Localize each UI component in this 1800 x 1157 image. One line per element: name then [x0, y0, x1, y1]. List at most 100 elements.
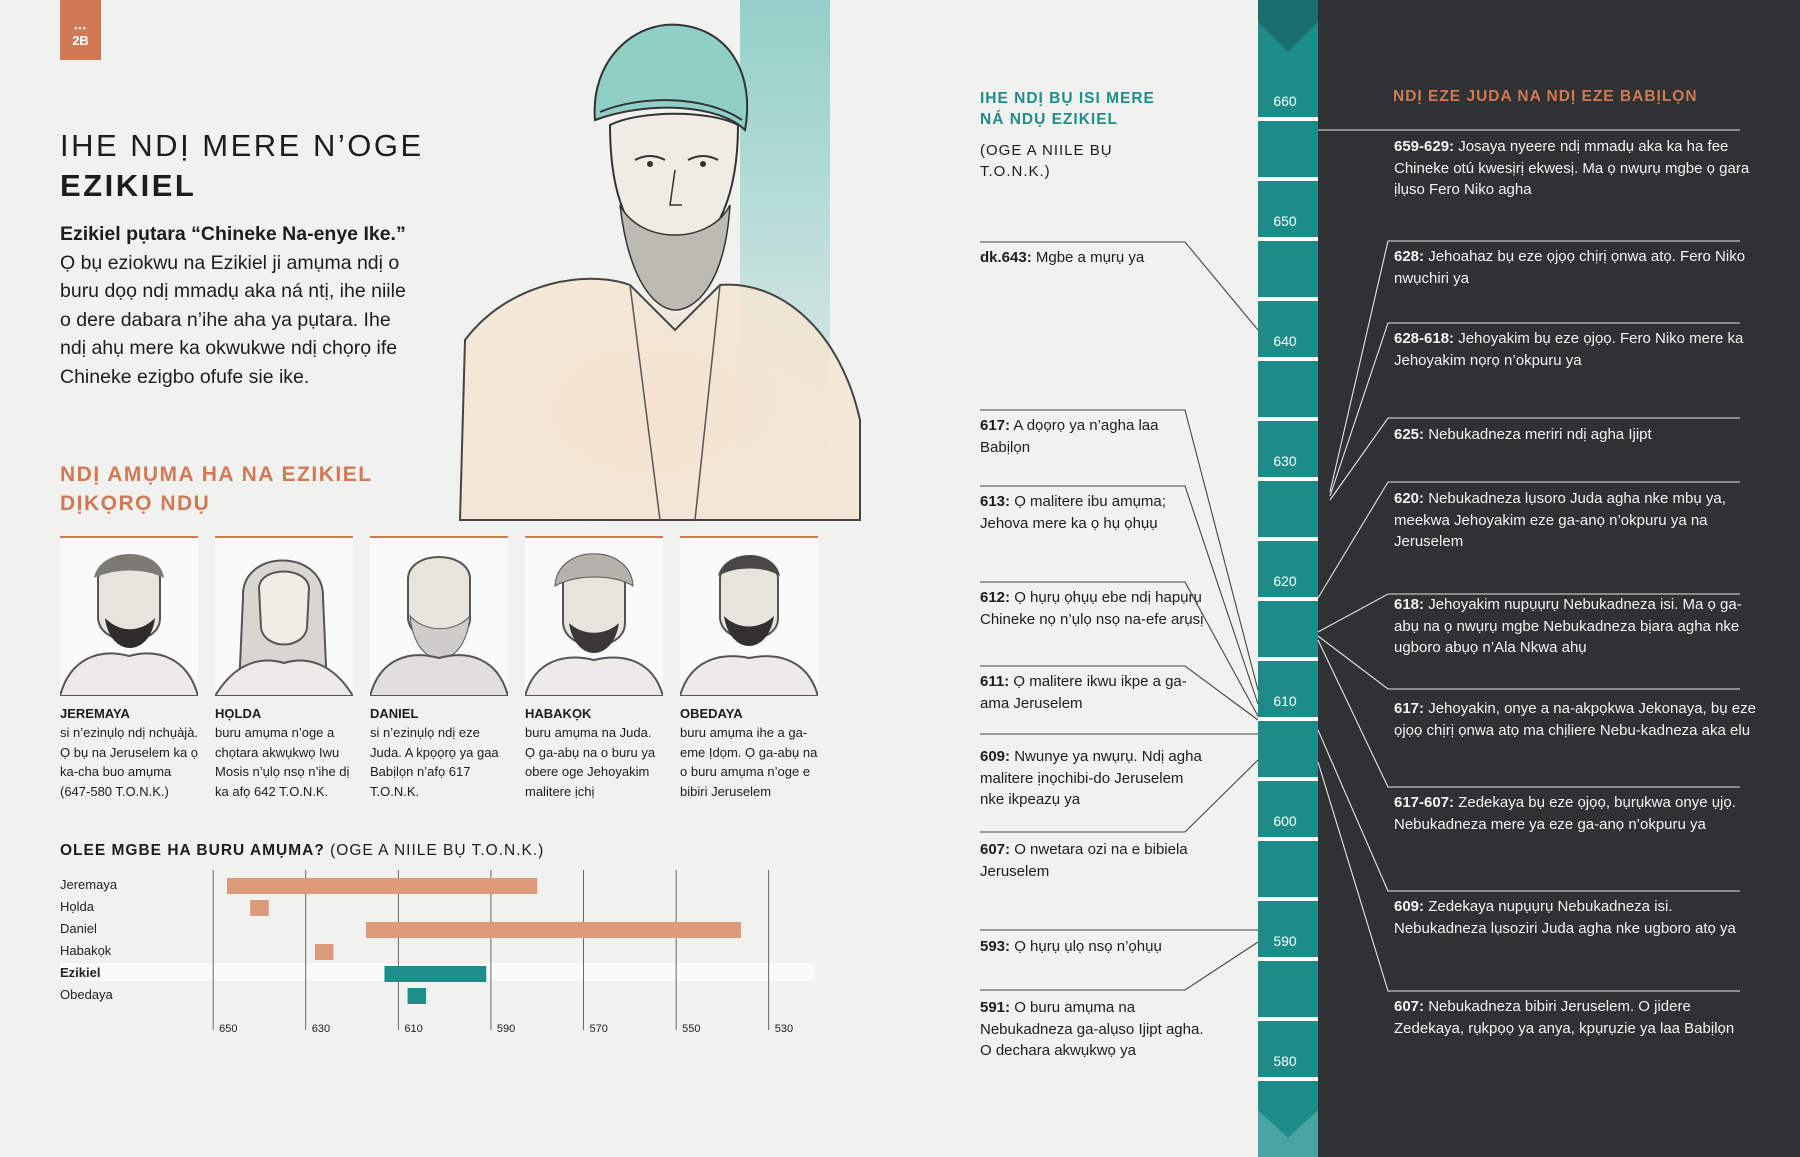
prophet-portrait [525, 536, 663, 696]
timeline-tick [1258, 657, 1318, 661]
prophet-description: buru amụma n’oge a chọtara akwụkwọ Iwu M… [215, 725, 350, 799]
prophet-portrait [215, 536, 353, 696]
timeline-tick [1258, 777, 1318, 781]
prophet-name: HABAKỌK [525, 706, 592, 721]
kings-event: 607: Nebukadneza bibiri Jeruselem. O jid… [1394, 996, 1764, 1039]
prophet-name: OBEDAYA [680, 706, 743, 721]
timeline-tick [1258, 477, 1318, 481]
timeline-bottom-chevron [1258, 1110, 1318, 1138]
prophet-description: buru amụma na Juda. Ọ ga-abụ na o buru y… [525, 725, 656, 799]
timeline-tick [1258, 1017, 1318, 1021]
ezekiel-event: 611: Ọ malitere ikwu ikpe a ga-ama Jerus… [980, 671, 1210, 714]
chart-tick-label: 610 [404, 1023, 422, 1035]
chart-title-bold: OLEE MGBE HA BURU AMỤMA? [60, 842, 325, 859]
event-date: 628-618: [1394, 330, 1455, 347]
event-date: 607: [980, 841, 1011, 858]
chart-tick-label: 570 [590, 1023, 608, 1035]
ezekiel-event: 591: O buru amụma na Nebukadneza ga-alụs… [980, 997, 1210, 1062]
intro-body: Ọ bụ eziokwu na Ezikiel ji amụma ndị o b… [60, 251, 406, 388]
timeline-tick [1258, 1077, 1318, 1081]
kings-heading: NDỊ EZE JUDA NA NDỊ EZE BABỊLỌN [1393, 88, 1698, 105]
event-text: Zedekaya bụ eze ọjọọ, bụrụkwa onye ụjọ. … [1394, 794, 1736, 833]
event-date: 609: [980, 748, 1011, 765]
chart-tick-label: 650 [219, 1023, 237, 1035]
kings-event: 625: Nebukadneza meriri ndị agha Ijipt [1394, 424, 1764, 446]
event-date: 620: [1394, 490, 1425, 507]
intro-text: Ezikiel pụtara “Chineke Na-enye Ike.” Ọ … [60, 220, 420, 391]
prophet-portrait [60, 536, 198, 696]
chart-tick-label: 530 [775, 1023, 793, 1035]
chart-bar [315, 944, 334, 960]
timeline-tick [1258, 297, 1318, 301]
kings-event: 628-618: Jehoyakim bụ eze ọjọọ. Fero Nik… [1394, 328, 1764, 371]
event-text: Josaya nyeere ndị mmadụ aka ka ha fee Ch… [1394, 138, 1750, 198]
kings-event: 659-629: Josaya nyeere ndị mmadụ aka ka … [1394, 136, 1764, 201]
timeline-year-label: 640 [1273, 333, 1297, 349]
event-date: dk.643: [980, 249, 1032, 266]
timeline-year-label: 580 [1273, 1053, 1297, 1069]
page-number-badge: ••• 2B [60, 0, 101, 60]
timeline-tick [1258, 237, 1318, 241]
timeline-tick [1258, 177, 1318, 181]
timeline-year-label: 600 [1273, 813, 1297, 829]
event-text: Jehoahaz bụ eze ọjọọ chịrị ọnwa atọ. Fer… [1394, 248, 1746, 287]
ezekiel-event: 607: O nwetara ozi na e bibiela Jerusele… [980, 839, 1210, 882]
prophet-description: buru amụma ihe a ga-eme Ịdọm. Ọ ga-abụ n… [680, 725, 818, 799]
kings-event: 618: Jehoyakim nupụụrụ Nebukadneza isi. … [1394, 594, 1764, 659]
timeline-tick [1258, 357, 1318, 361]
prophet-card: HỌLDA buru amụma n’oge a chọtara akwụkwọ… [215, 536, 355, 801]
timeline-strip-top [1258, 0, 1318, 22]
chart-category-label: Họlda [60, 899, 95, 914]
ezekiel-event: dk.643: Mgbe a mụrụ ya [980, 247, 1210, 269]
event-date: 618: [1394, 596, 1425, 613]
page-title-line1: IHE NDỊ MERE N’OGE [60, 128, 424, 163]
ezekiel-events-heading: IHE NDỊ BỤ ISI MERE NÁ NDỤ EZIKIEL [980, 90, 1155, 128]
event-text: Ọ malitere ikwu ikpe a ga-ama Jeruselem [980, 673, 1187, 712]
prophet-portrait [370, 536, 508, 696]
event-date: 607: [1394, 998, 1425, 1015]
event-text: Ọ hụrụ ọhụụ ebe ndị hapụrụ Chineke nọ n’… [980, 589, 1204, 628]
chart-category-label: Ezikiel [60, 965, 100, 980]
chart-bar [407, 988, 427, 1004]
chart-title: OLEE MGBE HA BURU AMỤMA? (OGE A NIILE BỤ… [60, 842, 544, 860]
event-date: 617-607: [1394, 794, 1455, 811]
prophecy-period-chart: 650 630 610 590 570 550 530 Jeremaya Họlda Daniel… [60, 870, 815, 1035]
prophet-name: JEREMAYA [60, 706, 130, 721]
timeline-year-label: 630 [1273, 453, 1297, 469]
timeline-strip [1258, 0, 1318, 1157]
event-date: 609: [1394, 898, 1425, 915]
event-date: 593: [980, 938, 1011, 955]
timeline-tick [1258, 837, 1318, 841]
prophet-name: DANIEL [370, 706, 419, 721]
timeline-tick [1258, 417, 1318, 421]
event-date: 612: [980, 589, 1011, 606]
event-text: Zedekaya nupụụrụ Nebukadneza isi. Nebuka… [1394, 898, 1736, 937]
event-date: 625: [1394, 426, 1425, 443]
chart-tick-label: 630 [312, 1023, 330, 1035]
timeline-year-label: 650 [1273, 213, 1297, 229]
chart-bar [227, 878, 538, 894]
kings-event: 609: Zedekaya nupụụrụ Nebukadneza isi. N… [1394, 896, 1764, 939]
timeline-year-label: 590 [1273, 933, 1297, 949]
prophet-card: OBEDAYA buru amụma ihe a ga-eme Ịdọm. Ọ … [680, 536, 820, 801]
timeline-tick [1258, 717, 1318, 721]
ezekiel-event: 612: Ọ hụrụ ọhụụ ebe ndị hapụrụ Chineke … [980, 587, 1210, 630]
kings-event: 628: Jehoahaz bụ eze ọjọọ chịrị ọnwa atọ… [1394, 246, 1764, 289]
chart-title-rest: (OGE A NIILE BỤ T.O.N.K.) [324, 842, 545, 859]
prophet-description: si n’ezinụlọ ndị nchụàjà. Ọ bụ na Jeruse… [60, 725, 199, 799]
page-number: 2B [72, 33, 89, 48]
event-text: Jehoyakin, onye a na-akpọkwa Jekonaya, b… [1394, 700, 1756, 739]
event-text: Mgbe a mụrụ ya [1031, 249, 1145, 266]
prophet-card: DANIEL si n’ezinụlọ ndị eze Juda. A kpọọ… [370, 536, 510, 801]
chart-bar [250, 900, 269, 916]
chart-bar [365, 922, 741, 938]
page-title-line2: EZIKIEL [60, 168, 197, 203]
ezekiel-event: 593: Ọ hụrụ ụlọ nsọ n’ọhụụ [980, 936, 1210, 958]
chart-tick-label: 550 [682, 1023, 700, 1035]
event-text: Jehoyakim nupụụrụ Nebukadneza isi. Ma ọ … [1394, 596, 1742, 656]
chart-category-label: Habakọk [60, 943, 112, 958]
intro-lead: Ezikiel pụtara “Chineke Na-enye Ike.” [60, 223, 406, 245]
timeline-year-label: 620 [1273, 573, 1297, 589]
timeline-year-label: 660 [1273, 93, 1297, 109]
timeline-tick [1258, 537, 1318, 541]
